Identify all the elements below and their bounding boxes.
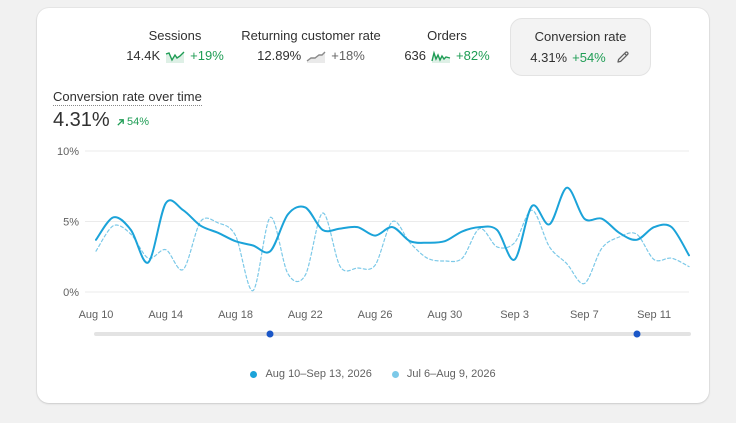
legend-label-previous: Jul 6–Aug 9, 2026 — [406, 368, 496, 380]
chart-current-value: 4.31% — [53, 109, 110, 131]
chart-change-badge: 54% — [116, 116, 149, 128]
x-tick-label: Aug 22 — [288, 309, 323, 321]
metric-value: 636 — [404, 48, 427, 63]
metric-change: +18% — [331, 48, 365, 63]
metric-change: +82% — [456, 48, 490, 63]
chart-title[interactable]: Conversion rate over time — [53, 89, 202, 106]
legend-label-current: Aug 10–Sep 13, 2026 — [265, 368, 372, 380]
arrow-up-right-icon — [117, 118, 124, 126]
metric-title: Returning customer rate — [241, 28, 381, 43]
metric-title: Orders — [427, 28, 467, 43]
sessions-sparkline-icon — [165, 51, 185, 63]
y-tick-label: 0% — [63, 287, 79, 299]
metric-tab-conversion-rate[interactable]: Conversion rate 4.31% +54% — [510, 18, 651, 76]
conversion-report-card: Sessions 14.4K +19% Returning customer r… — [37, 8, 709, 403]
x-tick-label: Sep 7 — [570, 309, 599, 321]
range-scrubber-handle-end[interactable] — [633, 330, 641, 338]
x-tick-label: Aug 14 — [148, 309, 183, 321]
legend-dot-previous — [391, 370, 399, 378]
conversion-rate-line-chart: 10% 5% 0% Aug 10 Aug 14 Aug 18 Aug 22 Aug 26 Au… — [57, 146, 691, 338]
series-line-previous-period — [95, 209, 690, 292]
metric-tab-sessions[interactable]: Sessions 14.4K +19% — [105, 18, 245, 76]
metric-tab-orders[interactable]: Orders 636 +82% — [387, 18, 507, 76]
metric-title: Conversion rate — [534, 29, 627, 44]
series-line-current-period — [95, 186, 690, 264]
x-tick-label: Aug 10 — [79, 309, 114, 321]
x-tick-label: Sep 3 — [500, 309, 529, 321]
legend-item-previous-period[interactable]: Jul 6–Aug 9, 2026 — [391, 368, 496, 380]
metric-change: +54% — [572, 49, 606, 65]
y-tick-label: 5% — [63, 217, 79, 229]
range-scrubber-handle-start[interactable] — [266, 330, 274, 338]
returning-rate-sparkline-icon — [306, 51, 326, 63]
y-tick-label: 10% — [57, 146, 79, 158]
metric-title: Sessions — [148, 28, 202, 43]
metric-tab-returning-customer-rate[interactable]: Returning customer rate 12.89% +18% — [232, 18, 390, 76]
chart-legend: Aug 10–Sep 13, 2026 Jul 6–Aug 9, 2026 — [37, 368, 709, 380]
metric-value: 14.4K — [126, 48, 161, 63]
metric-value: 12.89% — [257, 48, 302, 63]
metric-change: +19% — [190, 48, 224, 63]
chart-change-value: 54% — [127, 116, 150, 128]
legend-dot-current — [250, 370, 258, 378]
metric-value: 4.31% — [530, 49, 568, 65]
pencil-edit-icon[interactable] — [615, 49, 631, 65]
x-tick-label: Aug 18 — [218, 309, 253, 321]
orders-sparkline-icon — [431, 49, 451, 63]
legend-item-current-period[interactable]: Aug 10–Sep 13, 2026 — [250, 368, 372, 380]
x-tick-label: Sep 11 — [637, 309, 671, 321]
x-tick-label: Aug 30 — [427, 309, 462, 321]
x-tick-label: Aug 26 — [358, 309, 393, 321]
